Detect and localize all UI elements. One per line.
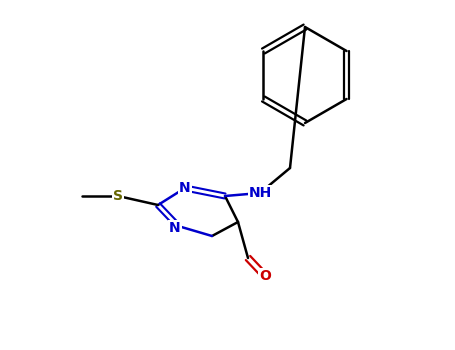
Text: S: S: [113, 189, 123, 203]
Text: NH: NH: [248, 186, 272, 200]
Text: N: N: [169, 221, 181, 235]
Text: O: O: [259, 269, 271, 283]
Text: N: N: [179, 181, 191, 195]
